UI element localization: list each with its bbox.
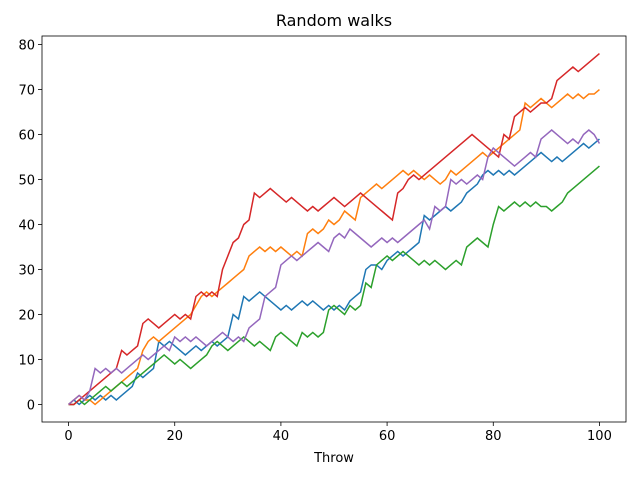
- series-line: [68, 165, 600, 406]
- x-tick-label: 100: [587, 429, 612, 444]
- x-tick-label: 20: [166, 429, 183, 444]
- y-tick-label: 60: [18, 129, 35, 144]
- y-tick-label: 50: [18, 174, 35, 189]
- y-tick-label: 40: [18, 219, 35, 234]
- y-tick-label: 80: [18, 39, 35, 54]
- y-tick-label: 30: [18, 263, 35, 278]
- series-line: [68, 88, 600, 406]
- x-tick-label: 0: [64, 429, 72, 444]
- x-tick-label: 80: [485, 429, 502, 444]
- y-tick-label: 20: [18, 308, 35, 323]
- y-tick-label: 70: [18, 84, 35, 99]
- series-line: [68, 138, 600, 406]
- x-tick-label: 40: [273, 429, 290, 444]
- series-line: [68, 52, 600, 406]
- plot-frame: [41, 35, 627, 423]
- y-tick-label: 0: [27, 398, 35, 413]
- x-tick-label: 60: [379, 429, 396, 444]
- chart-title: Random walks: [276, 11, 392, 30]
- y-tick-label: 10: [18, 353, 35, 368]
- series-line: [68, 129, 601, 406]
- x-axis-label: Throw: [313, 451, 354, 466]
